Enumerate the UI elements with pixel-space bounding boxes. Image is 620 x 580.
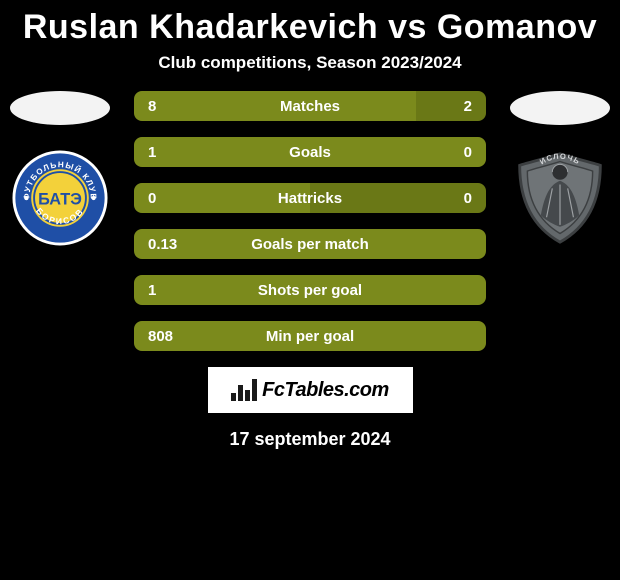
stat-label: Hattricks xyxy=(134,190,486,207)
stat-row: 0Hattricks0 xyxy=(134,183,486,213)
stat-bar-text: 0Hattricks0 xyxy=(134,183,486,213)
subtitle: Club competitions, Season 2023/2024 xyxy=(0,53,620,73)
stat-row: 0.13Goals per match xyxy=(134,229,486,259)
stat-bars: 8Matches2 1Goals0 0Hattricks0 0.13Goals per… xyxy=(134,91,486,351)
attribution-text: FcTables.com xyxy=(262,379,389,402)
stat-label: Min per goal xyxy=(134,328,486,345)
stat-bar-text: 0.13Goals per match xyxy=(134,229,486,259)
stat-row: 1Shots per goal xyxy=(134,275,486,305)
isloch-badge-icon: ИСЛОЧЬ xyxy=(512,150,608,246)
right-club-badge: ИСЛОЧЬ xyxy=(511,149,609,247)
bate-badge-icon: БАТЭ ФУТБОЛЬНЫЙ КЛУБ БОРИСОВ xyxy=(12,150,108,246)
attribution-badge: FcTables.com xyxy=(208,367,413,413)
stat-label: Goals xyxy=(134,144,486,161)
stat-row: 808Min per goal xyxy=(134,321,486,351)
date-stamp: 17 september 2024 xyxy=(0,429,620,450)
svg-text:БАТЭ: БАТЭ xyxy=(38,191,82,209)
stat-row: 8Matches2 xyxy=(134,91,486,121)
stat-bar-text: 808Min per goal xyxy=(134,321,486,351)
stat-label: Shots per goal xyxy=(134,282,486,299)
stat-bar-text: 8Matches2 xyxy=(134,91,486,121)
left-player-column: БАТЭ ФУТБОЛЬНЫЙ КЛУБ БОРИСОВ xyxy=(0,91,120,247)
left-player-avatar xyxy=(10,91,110,125)
stat-bar-text: 1Goals0 xyxy=(134,137,486,167)
barchart-icon xyxy=(231,379,257,401)
stat-row: 1Goals0 xyxy=(134,137,486,167)
comparison-area: БАТЭ ФУТБОЛЬНЫЙ КЛУБ БОРИСОВ xyxy=(0,91,620,351)
stat-label: Goals per match xyxy=(134,236,486,253)
page-title: Ruslan Khadarkevich vs Gomanov xyxy=(0,8,620,47)
right-player-column: ИСЛОЧЬ xyxy=(500,91,620,247)
stat-label: Matches xyxy=(134,98,486,115)
left-club-badge: БАТЭ ФУТБОЛЬНЫЙ КЛУБ БОРИСОВ xyxy=(11,149,109,247)
comparison-infographic: Ruslan Khadarkevich vs Gomanov Club comp… xyxy=(0,0,620,580)
right-player-avatar xyxy=(510,91,610,125)
stat-bar-text: 1Shots per goal xyxy=(134,275,486,305)
